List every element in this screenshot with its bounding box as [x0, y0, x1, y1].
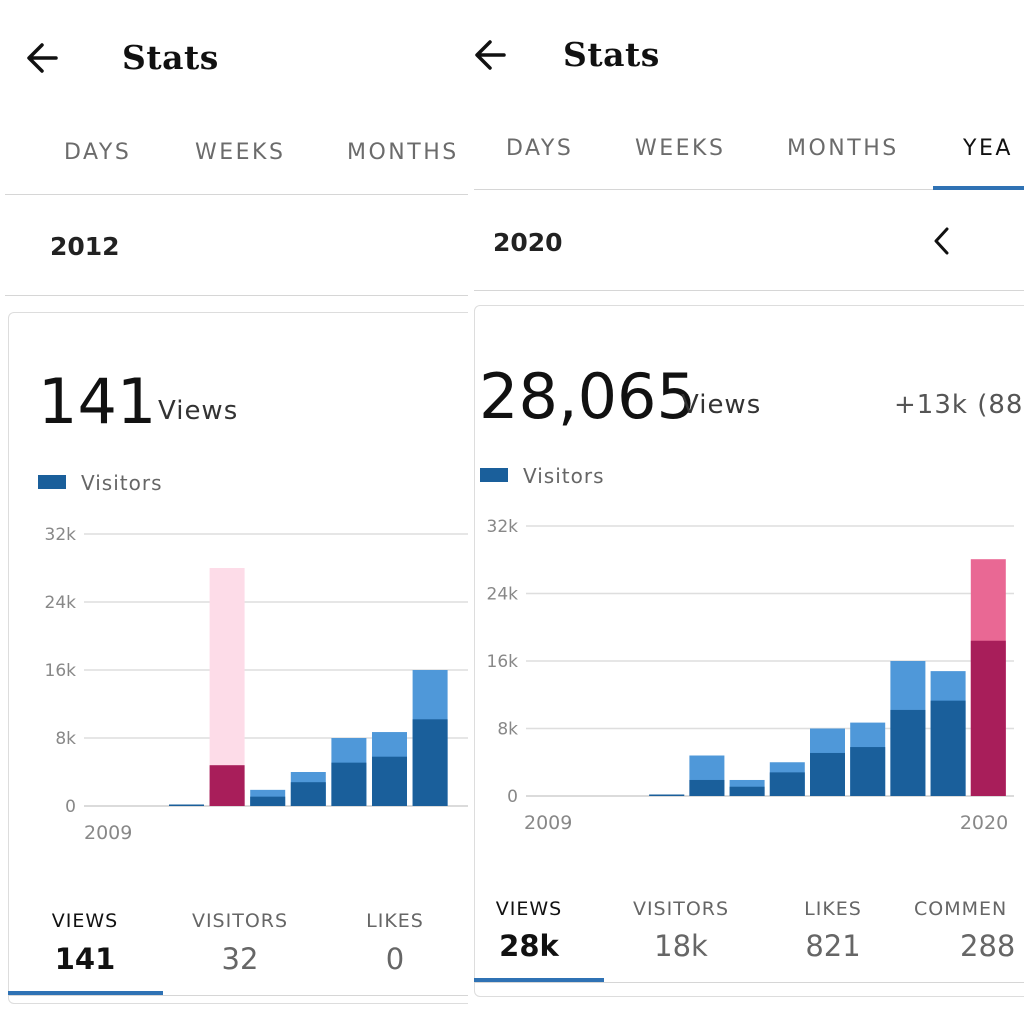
- views-total: 141: [38, 365, 157, 438]
- page-title: Stats: [563, 35, 660, 74]
- legend-label-visitors: Visitors: [523, 464, 605, 488]
- stat-views-label[interactable]: VIEWS: [51, 910, 119, 932]
- period-divider: [474, 290, 1024, 291]
- y-tick-label: 8k: [497, 720, 518, 740]
- stat-comments-label[interactable]: COMMEN: [914, 898, 1008, 920]
- stat-views-label[interactable]: VIEWS: [495, 898, 563, 920]
- y-tick-label: 32k: [45, 525, 77, 545]
- stat-views-value[interactable]: 141: [54, 942, 116, 976]
- bar-visitors: [930, 700, 966, 796]
- stats-bottom-divider: [474, 982, 1024, 983]
- y-tick-label: 0: [65, 797, 76, 817]
- stats-card: [474, 305, 1024, 997]
- y-tick-label: 24k: [45, 593, 77, 613]
- tabs-divider: [474, 189, 1024, 190]
- tabs-divider: [5, 194, 468, 195]
- stat-active-indicator: [8, 991, 163, 995]
- x-start-label: 2009: [84, 822, 132, 844]
- y-tick-label: 24k: [487, 585, 519, 605]
- stat-visitors-value[interactable]: 18k: [654, 929, 708, 963]
- period-label: 2012: [50, 232, 120, 261]
- tab-months[interactable]: MONTHS: [787, 136, 899, 161]
- bar-visitors: [412, 719, 448, 806]
- y-tick-label: 16k: [487, 652, 519, 672]
- tab-weeks[interactable]: WEEKS: [195, 140, 286, 165]
- views-total: 28,065: [479, 360, 696, 433]
- tab-days[interactable]: DAYS: [506, 136, 574, 161]
- stat-visitors-label[interactable]: VISITORS: [632, 898, 730, 920]
- views-chart: 0 8k 16k 24k 32k 2009 2020: [487, 517, 1014, 834]
- bar-visitors: [729, 786, 765, 796]
- y-tick-label: 16k: [45, 661, 77, 681]
- tab-weeks[interactable]: WEEKS: [635, 136, 726, 161]
- legend-swatch-visitors: [480, 468, 508, 482]
- bar-visitors: [890, 709, 926, 796]
- stat-likes-label[interactable]: LIKES: [804, 898, 862, 920]
- bar-visitors: [649, 794, 685, 796]
- bar-visitors: [970, 640, 1006, 796]
- stat-likes-label[interactable]: LIKES: [366, 910, 424, 932]
- bar-visitors: [209, 789, 245, 806]
- stat-likes-value[interactable]: 821: [805, 929, 861, 963]
- arrow-left-icon[interactable]: [474, 35, 510, 75]
- views-chart: 0 8k 16k 24k 32k 2009: [45, 525, 468, 844]
- tab-years[interactable]: YEA: [963, 136, 1013, 161]
- bar-visitors: [290, 782, 326, 806]
- views-total-label: Views: [681, 390, 762, 420]
- stats-card: [8, 312, 468, 1004]
- stat-active-indicator: [474, 978, 604, 982]
- stat-views-value[interactable]: 28k: [499, 929, 559, 963]
- tab-active-indicator: [933, 186, 1024, 190]
- stat-visitors-label[interactable]: VISITORS: [191, 910, 289, 932]
- legend-swatch-visitors: [38, 475, 66, 489]
- tab-days[interactable]: DAYS: [64, 140, 132, 165]
- stats-screen-right: Stats DAYS WEEKS MONTHS YEA 2020 28,065 …: [474, 0, 1024, 1024]
- bar-visitors: [372, 756, 407, 806]
- stat-likes-value[interactable]: 0: [385, 942, 405, 976]
- stat-visitors-value[interactable]: 32: [221, 942, 259, 976]
- x-end-label: 2020: [960, 812, 1008, 834]
- arrow-left-icon[interactable]: [22, 38, 62, 78]
- y-tick-label: 8k: [55, 729, 76, 749]
- chevron-left-icon[interactable]: [928, 224, 956, 258]
- bar-visitors: [689, 779, 725, 796]
- legend-label-visitors: Visitors: [81, 471, 163, 495]
- bar-visitors: [250, 796, 286, 806]
- page-title: Stats: [122, 38, 219, 77]
- y-tick-label: 0: [507, 787, 518, 807]
- views-total-label: Views: [158, 396, 239, 426]
- bar-visitors: [331, 762, 367, 806]
- bar-visitors: [169, 804, 204, 806]
- period-divider: [5, 295, 468, 296]
- stats-screen-left: Stats DAYS WEEKS MONTHS 2012 141 Views V…: [0, 0, 468, 1024]
- period-label: 2020: [493, 228, 563, 257]
- y-tick-label: 32k: [487, 517, 519, 537]
- bar-visitors: [769, 772, 805, 796]
- stats-bottom-divider: [8, 995, 468, 996]
- tab-months[interactable]: MONTHS: [347, 140, 459, 165]
- bar-visitors: [850, 747, 886, 796]
- stat-comments-value[interactable]: 288: [960, 929, 1016, 963]
- bar-visitors: [810, 752, 845, 796]
- views-change: +13k (88%: [894, 390, 1024, 420]
- x-start-label: 2009: [524, 812, 572, 834]
